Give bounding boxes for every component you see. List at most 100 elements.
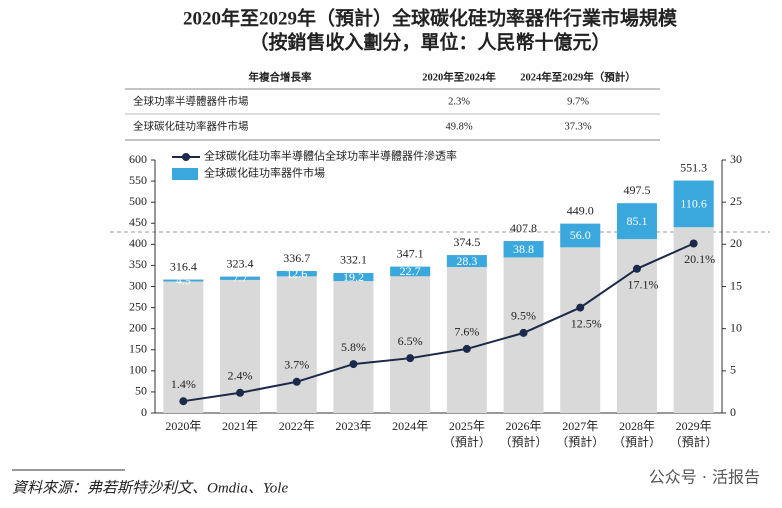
line-value-label: 3.7% [284,358,309,372]
line-point [406,354,415,363]
total-bar [333,272,374,413]
x-tick-label: 2027年（預計） [556,419,604,449]
bar-segment [446,255,487,268]
table-cell: 9.7% [567,96,589,107]
legend-marker [182,153,190,161]
y-tick-label: 550 [129,173,147,187]
line-value-label: 12.5% [571,316,602,330]
y-tick-label: 0 [141,405,147,419]
line-value-label: 7.6% [454,325,479,339]
table-cell: 37.3% [564,121,591,132]
line-point [236,388,245,397]
line-point [519,328,528,337]
legend-swatch [172,168,198,180]
total-label: 347.1 [397,246,424,260]
line-point [689,239,698,248]
y2-tick-label: 0 [730,405,736,419]
y-tick-label: 50 [135,384,147,398]
total-label: 332.1 [340,253,367,267]
source: 資料來源：弗若斯特沙利文、Omdia、Yole [12,479,288,496]
total-bar [446,255,487,413]
line-value-label: 9.5% [511,309,536,323]
x-tick-label: 2025年（預計） [443,419,491,449]
bar-value-label: 19.2 [343,270,364,284]
bar-segment [503,241,544,258]
line-value-label: 17.1% [627,278,658,292]
table-cell: 全球功率半導體器件市場 [133,94,249,107]
total-label: 449.0 [567,203,594,217]
y2-tick-label: 30 [730,152,742,166]
x-tick-label: 2026年（預計） [500,419,548,449]
line-point [349,360,358,369]
watermark: 公众号 · 活报告 [649,468,760,487]
x-tick-label: 2024年 [392,419,428,433]
line-value-label: 5.8% [341,340,366,354]
total-bar [560,223,601,413]
y-tick-label: 200 [129,320,147,334]
total-label: 316.4 [170,259,197,273]
line-point [632,264,641,273]
total-label: 497.5 [623,183,650,197]
total-label: 336.7 [283,251,310,265]
bar-value-label: 4.5 [176,273,191,287]
total-label: 407.8 [510,221,537,235]
bar-value-label: 85.1 [626,214,647,228]
line-value-label: 1.4% [171,377,196,391]
bar-value-label: 38.8 [513,242,534,256]
bar-segment [276,271,317,277]
bar-segment [616,203,657,240]
y-tick-label: 150 [129,342,147,356]
x-tick-label: 2028年（預計） [613,419,661,449]
total-label: 374.5 [453,235,480,249]
cagr-table: 年複合增長率 2020年至2024年 2024年至2029年（預計） 全球功率半… [125,70,660,141]
bar-value-label: 56.0 [570,228,591,242]
bar-value-label: 28.3 [456,254,477,268]
table-cell: 49.8% [445,121,472,132]
line-value-label: 20.1% [684,252,715,266]
table-cell: 全球碳化硅功率器件市場 [133,119,249,132]
plot: 0 50 100 150 200 250 300 350 400 450 500 550 600 0 5 10… [129,149,742,449]
line-value-label: 2.4% [228,369,253,383]
bar-value-label: 110.6 [680,197,707,211]
y-tick-label: 350 [129,257,147,271]
chart-title: 2020年至2029年（預計）全球碳化硅功率器件行業市場規模 [183,6,678,29]
bar-value-label: 12.6 [286,266,307,280]
y-tick-label: 250 [129,299,147,313]
y2-tick-label: 15 [730,278,742,292]
total-bar [163,279,204,413]
legend-label: 全球碳化硅功率半導體佔全球功率半導體器件滲透率 [204,149,457,163]
line-point [292,377,301,386]
bar-segment [220,276,261,280]
line [183,242,695,403]
y2-tick-label: 5 [730,363,736,377]
y-tick-label: 100 [129,363,147,377]
x-tick-label: 2023年 [335,419,371,433]
y-tick-label: 300 [129,278,147,292]
table-header: 2020年至2024年 [422,70,496,83]
legend-label: 全球碳化硅功率器件市場 [204,166,325,180]
line-point [179,397,188,406]
x-tick-label: 2022年 [279,419,315,433]
y2-tick-label: 25 [730,194,742,208]
chart-subtitle: （按銷售收入劃分，單位：人民幣十億元） [249,30,610,53]
table-header: 年複合增長率 [249,70,312,83]
y2-tick-label: 20 [730,236,742,250]
x-tick-label: 2021年 [222,419,258,433]
bar-segment [390,266,431,277]
bar-segment [163,279,204,282]
table-cell: 2.3% [448,96,470,107]
total-bar [276,271,317,413]
y-tick-label: 500 [129,194,147,208]
bar-segment [560,223,601,248]
y-tick-label: 450 [129,215,147,229]
line-value-label: 6.5% [398,334,423,348]
bar-value-label: 7.7 [233,271,248,285]
y-tick-label: 600 [129,152,147,166]
line-point [462,344,471,353]
y2-tick-label: 10 [730,320,742,334]
total-label: 551.3 [680,160,707,174]
bar-value-label: 22.7 [400,264,421,278]
total-bar [390,266,431,413]
line-point [576,303,585,312]
bar-segment [333,272,374,282]
